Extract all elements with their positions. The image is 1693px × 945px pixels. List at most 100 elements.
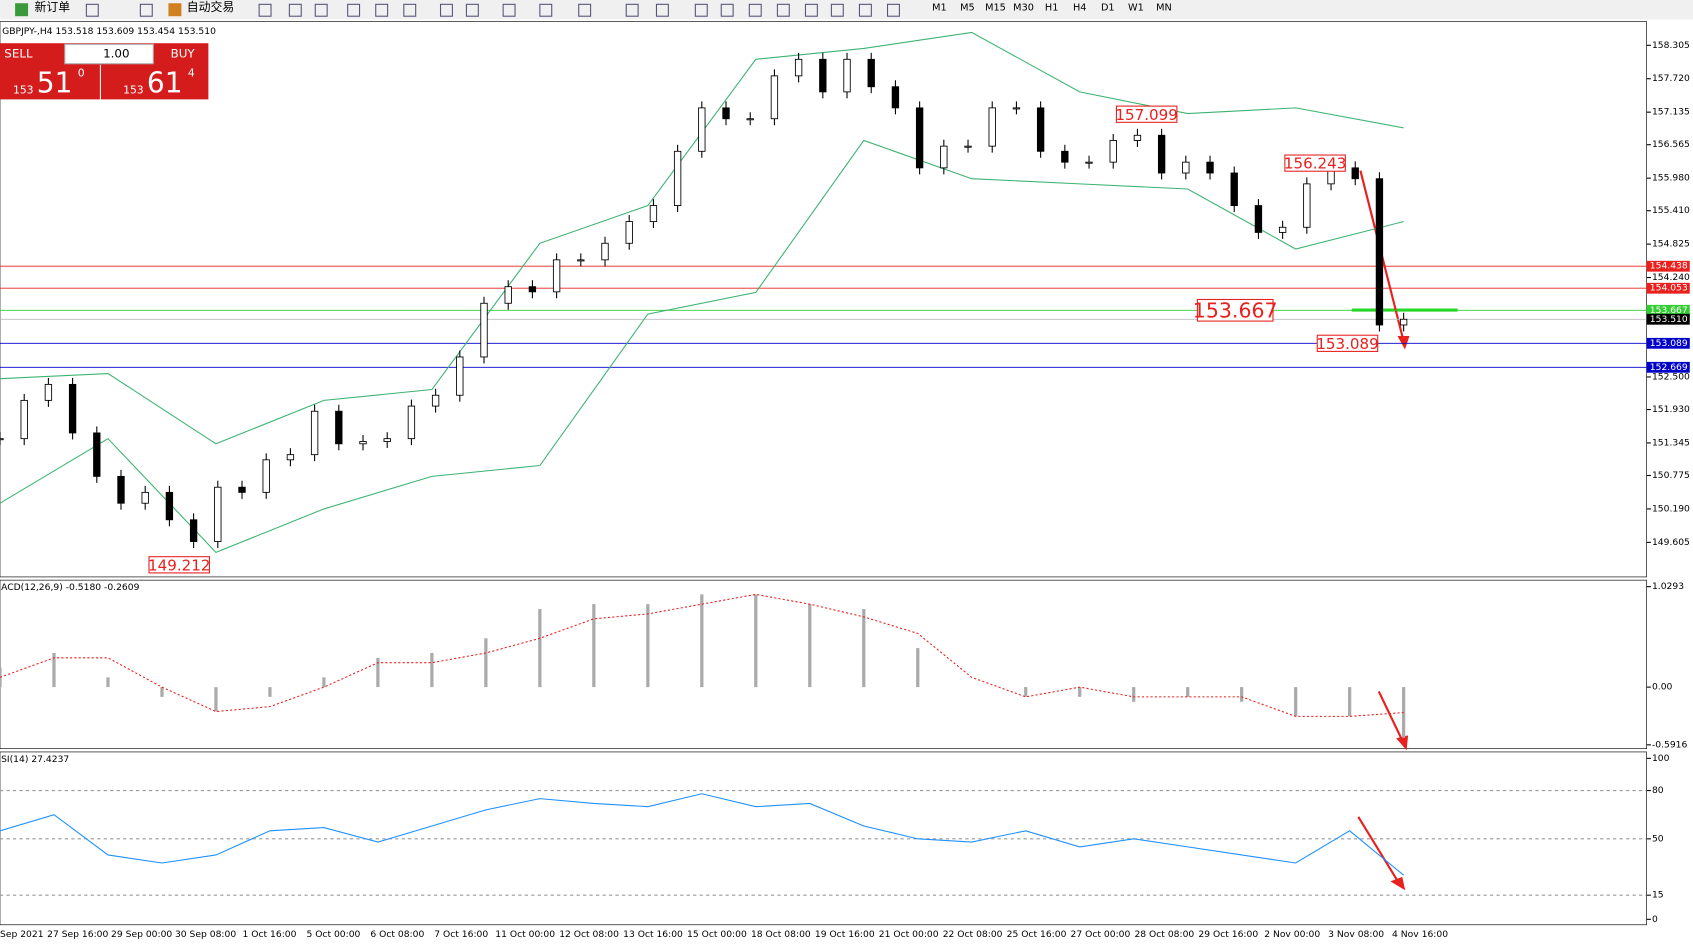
candle [310, 410, 319, 456]
macd-header: ACD(12,26,9) -0.5180 -0.2609 [1, 582, 140, 593]
tool-icon[interactable] [886, 3, 900, 17]
new-order-icon[interactable] [15, 3, 29, 17]
y-tick-label: 80 [1652, 785, 1664, 796]
auto-trading-icon[interactable] [168, 3, 182, 17]
candle [1133, 134, 1142, 141]
level-label: 153.667 [1650, 305, 1688, 316]
candle [383, 438, 391, 442]
y-tick-label: 157.135 [1652, 107, 1690, 118]
bollinger-band [0, 139, 1404, 553]
timeframe[interactable]: H1 [1045, 3, 1058, 14]
candle [625, 221, 633, 244]
time-label: 27 Oct 00:00 [1071, 929, 1131, 940]
tool-icon[interactable] [375, 3, 389, 17]
y-tick-label: 0.00 [1652, 682, 1673, 693]
level-tag [1646, 304, 1690, 316]
tool-icon[interactable] [314, 3, 328, 17]
candle [698, 107, 706, 152]
candle [988, 107, 996, 147]
timeframe[interactable]: M1 [932, 3, 947, 14]
auto-trading[interactable]: 自动交易 [187, 0, 234, 14]
time-label: 18 Oct 08:00 [751, 929, 811, 940]
time-label: 25 Oct 16:00 [1007, 929, 1067, 940]
tool-icon[interactable] [830, 3, 844, 17]
tool-icon[interactable] [502, 3, 516, 17]
time-label: 29 Oct 16:00 [1198, 929, 1258, 940]
tool-icon[interactable] [720, 3, 734, 17]
tool-icon[interactable] [403, 3, 417, 17]
sell-big[interactable]: 153 [13, 84, 34, 97]
new-order[interactable]: 新订单 [35, 0, 71, 14]
annotation: 149.212 [148, 556, 210, 574]
candle [1061, 150, 1069, 163]
candle [673, 150, 682, 206]
candle [794, 58, 803, 77]
sell-pips[interactable]: 51 [37, 66, 73, 99]
tool-icon[interactable] [85, 3, 99, 17]
candle [68, 383, 77, 434]
candle [359, 441, 367, 445]
candle [117, 475, 125, 504]
level-label: 153.510 [1650, 314, 1688, 325]
timeframe[interactable]: M15 [985, 3, 1006, 14]
time-label: 5 Oct 00:00 [306, 929, 360, 940]
trade-panel: SELL 1.00 BUY 153 51 0 153 61 4 [0, 43, 209, 100]
tool-icon[interactable] [804, 3, 818, 17]
tool-icon[interactable] [439, 3, 453, 17]
tool-icon[interactable] [858, 3, 872, 17]
arrows [1357, 170, 1410, 891]
buy-button[interactable]: BUY [171, 47, 196, 61]
time-label: 1 Oct 16:00 [243, 929, 297, 940]
y-tick-label: 150.190 [1652, 503, 1690, 514]
level-label: 154.053 [1650, 283, 1688, 294]
candle [528, 286, 537, 293]
tool-icon[interactable] [347, 3, 361, 17]
y-tick-label: 158.305 [1652, 40, 1690, 51]
candle [480, 302, 488, 358]
time-label: Sep 2021 [0, 929, 44, 940]
time-label: 15 Oct 00:00 [687, 929, 747, 940]
tool-icon[interactable] [578, 3, 592, 17]
symbol-header: GBPJPY-,H4 153.518 153.609 153.454 153.5… [2, 26, 216, 37]
tool-icon[interactable] [655, 3, 669, 17]
level-tag [1646, 361, 1690, 373]
tool-icon[interactable] [748, 3, 762, 17]
annotation-box [1196, 298, 1274, 322]
timeframe[interactable]: D1 [1101, 3, 1115, 14]
tool-icon[interactable] [465, 3, 479, 17]
timeframe[interactable]: W1 [1128, 3, 1144, 14]
tool-icon[interactable] [539, 3, 553, 17]
buy-frac[interactable]: 4 [188, 66, 195, 79]
buy-pips[interactable]: 61 [147, 66, 183, 99]
tool-icon[interactable] [694, 3, 708, 17]
time-label: 11 Oct 00:00 [495, 929, 555, 940]
candle [1157, 134, 1166, 174]
lot[interactable]: 1.00 [103, 47, 129, 61]
sell-button[interactable]: SELL [4, 47, 33, 61]
sell-frac[interactable]: 0 [78, 66, 85, 79]
candle [93, 432, 101, 477]
buy-big[interactable]: 153 [123, 84, 144, 97]
y-tick-label: 154.825 [1652, 239, 1690, 250]
time-label: 19 Oct 16:00 [815, 929, 875, 940]
timeframe[interactable]: MN [1156, 3, 1172, 14]
candle [1303, 183, 1311, 228]
tool-icon[interactable] [776, 3, 790, 17]
timeframe[interactable]: M5 [960, 3, 975, 14]
lot-input[interactable] [64, 43, 154, 65]
timeframe[interactable]: M30 [1013, 3, 1034, 14]
tool-icon[interactable] [288, 3, 302, 17]
price-pane [0, 21, 1647, 578]
tool-icon[interactable] [625, 3, 639, 17]
time-label: 4 Nov 16:00 [1392, 929, 1448, 940]
tool-icon[interactable] [139, 3, 153, 17]
time-label: 3 Nov 08:00 [1328, 929, 1384, 940]
annotation-box [1284, 154, 1346, 172]
candle [577, 259, 585, 262]
candle [940, 145, 948, 169]
timeframe[interactable]: H4 [1073, 3, 1086, 14]
time-label: 21 Oct 00:00 [879, 929, 939, 940]
y-tick-label: 152.500 [1652, 371, 1690, 382]
tool-icon[interactable] [258, 3, 272, 17]
